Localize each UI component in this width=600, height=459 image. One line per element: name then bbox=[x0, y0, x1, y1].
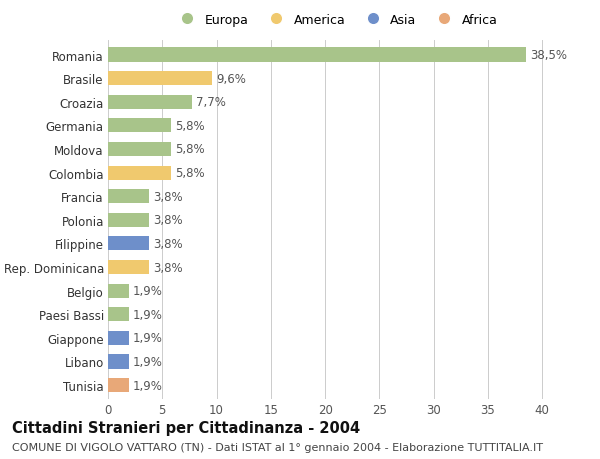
Bar bbox=[108, 48, 526, 62]
Text: COMUNE DI VIGOLO VATTARO (TN) - Dati ISTAT al 1° gennaio 2004 - Elaborazione TUT: COMUNE DI VIGOLO VATTARO (TN) - Dati IST… bbox=[12, 442, 543, 452]
Bar bbox=[108, 166, 171, 180]
Text: Cittadini Stranieri per Cittadinanza - 2004: Cittadini Stranieri per Cittadinanza - 2… bbox=[12, 420, 360, 435]
Text: 1,9%: 1,9% bbox=[133, 308, 163, 321]
Bar bbox=[108, 95, 191, 110]
Text: 7,7%: 7,7% bbox=[196, 96, 226, 109]
Bar bbox=[108, 284, 128, 298]
Text: 5,8%: 5,8% bbox=[175, 143, 205, 156]
Bar bbox=[108, 72, 212, 86]
Text: 3,8%: 3,8% bbox=[154, 214, 183, 227]
Text: 1,9%: 1,9% bbox=[133, 331, 163, 345]
Text: 3,8%: 3,8% bbox=[154, 237, 183, 250]
Bar bbox=[108, 119, 171, 133]
Bar bbox=[108, 378, 128, 392]
Text: 5,8%: 5,8% bbox=[175, 167, 205, 179]
Bar bbox=[108, 190, 149, 204]
Bar bbox=[108, 354, 128, 369]
Text: 5,8%: 5,8% bbox=[175, 120, 205, 133]
Text: 3,8%: 3,8% bbox=[154, 190, 183, 203]
Bar bbox=[108, 308, 128, 322]
Bar bbox=[108, 213, 149, 227]
Text: 1,9%: 1,9% bbox=[133, 285, 163, 297]
Text: 38,5%: 38,5% bbox=[530, 49, 568, 62]
Text: 1,9%: 1,9% bbox=[133, 379, 163, 392]
Bar bbox=[108, 260, 149, 274]
Bar bbox=[108, 331, 128, 345]
Text: 1,9%: 1,9% bbox=[133, 355, 163, 368]
Bar bbox=[108, 143, 171, 157]
Text: 9,6%: 9,6% bbox=[217, 73, 247, 85]
Bar bbox=[108, 237, 149, 251]
Text: 3,8%: 3,8% bbox=[154, 261, 183, 274]
Legend: Europa, America, Asia, Africa: Europa, America, Asia, Africa bbox=[170, 9, 502, 32]
